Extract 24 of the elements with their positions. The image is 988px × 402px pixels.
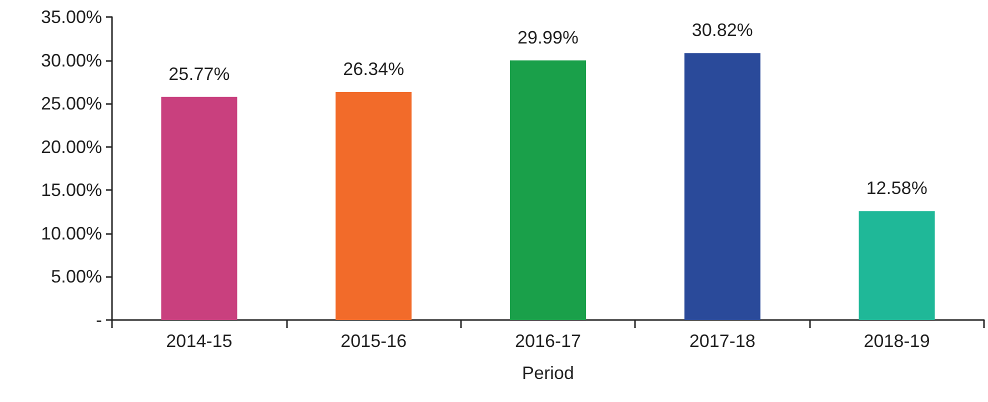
y-tick-label: 35.00% <box>40 7 102 27</box>
y-tick-label: 15.00% <box>40 180 102 200</box>
bar <box>684 53 760 320</box>
data-label: 30.82% <box>692 20 753 40</box>
x-tick-label: 2017-18 <box>689 331 756 351</box>
y-tick-label: 20.00% <box>40 136 102 157</box>
data-label: 29.99% <box>517 27 579 48</box>
data-label: 12.58% <box>866 178 928 198</box>
y-tick-label: 10.00% <box>40 223 102 244</box>
x-axis-title: Period <box>522 363 574 383</box>
bar <box>161 96 238 320</box>
y-tick-label: - <box>96 310 102 330</box>
bar <box>336 92 412 320</box>
x-tick-label: 2018-19 <box>864 331 930 351</box>
data-label: 26.34% <box>343 58 404 79</box>
x-tick-label: 2016-17 <box>514 331 582 351</box>
x-tick-label: 2015-16 <box>340 331 407 351</box>
y-tick-label: 25.00% <box>40 94 102 114</box>
data-label: 25.77% <box>168 64 230 84</box>
bar <box>510 60 586 320</box>
x-tick-label: 2014-15 <box>166 331 232 351</box>
y-tick-label: 30.00% <box>40 50 102 70</box>
bar <box>858 211 935 320</box>
y-tick-label: 5.00% <box>50 266 102 287</box>
